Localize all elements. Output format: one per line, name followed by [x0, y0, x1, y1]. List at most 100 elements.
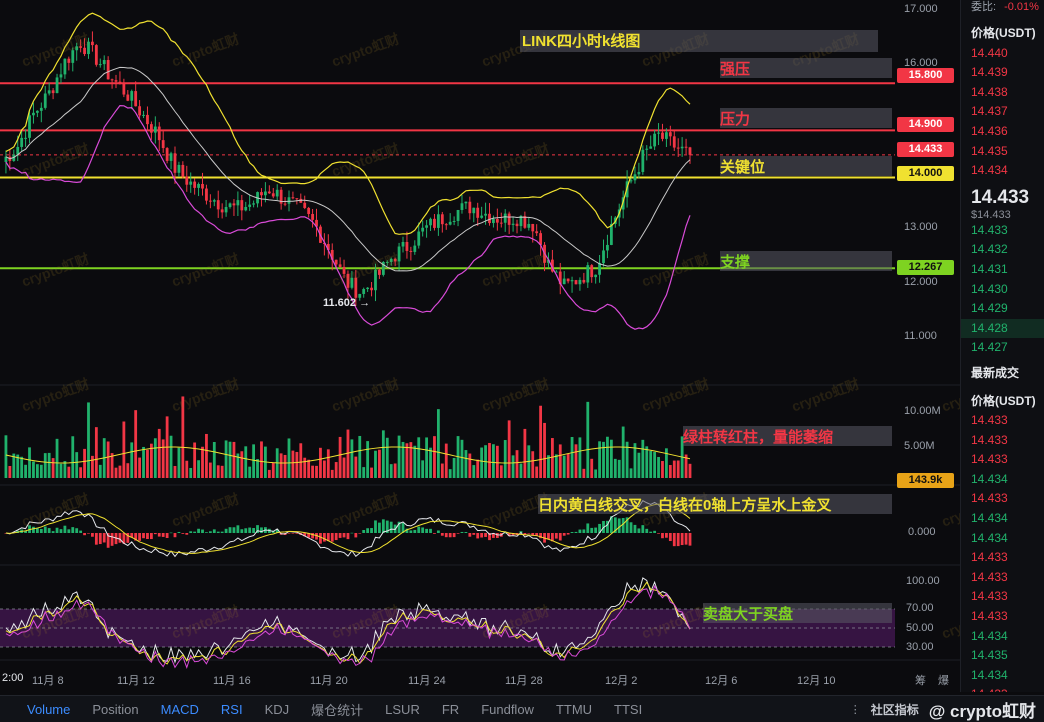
candle-body	[240, 200, 244, 211]
bid-row[interactable]: 14.431	[971, 261, 1008, 276]
indicator-tab-bar[interactable]: Volume Position MACD RSI KDJ 爆仓统计 LSUR FR Fundfl…	[0, 695, 1044, 722]
volume-bar	[480, 447, 484, 478]
tab-fr[interactable]: FR	[441, 701, 460, 717]
candle-body	[606, 244, 609, 251]
ask-row[interactable]: 14.435	[971, 143, 1008, 158]
candle-body	[578, 279, 582, 285]
volume-bar	[531, 451, 535, 478]
macd-histogram-bar	[244, 528, 248, 533]
low-marker: 11.602 →	[323, 297, 371, 309]
macd-histogram-bar	[51, 531, 55, 533]
volume-bar	[252, 444, 256, 478]
macd-histogram-bar	[161, 533, 165, 537]
volume-bar	[511, 455, 515, 478]
tab-fundflow[interactable]: Fundflow	[481, 701, 534, 717]
date-axis-label: 2:00	[2, 672, 24, 684]
volume-bar	[515, 450, 519, 478]
volume-bar	[676, 460, 680, 478]
tab-ttsi[interactable]: TTSI	[614, 701, 643, 717]
volume-bar	[688, 463, 692, 478]
bid-row[interactable]: 14.427	[971, 340, 1008, 355]
candle-body	[228, 203, 232, 208]
volume-bar	[330, 469, 334, 478]
strong-resistance-label: 强压	[720, 58, 892, 78]
tab-kdj[interactable]: KDJ	[264, 701, 290, 717]
candle-body	[452, 220, 456, 222]
ask-row[interactable]: 14.434	[971, 163, 1008, 178]
candle-body	[389, 258, 393, 262]
tab-volume[interactable]: Volume	[27, 701, 71, 717]
bid-row[interactable]: 14.430	[971, 281, 1008, 296]
candle-body	[645, 148, 649, 150]
volume-bar	[547, 455, 550, 478]
candle-body	[436, 214, 440, 228]
volume-bar	[613, 458, 617, 478]
volume-bar	[126, 463, 130, 478]
bid-row[interactable]: 14.433	[971, 222, 1008, 237]
ask-row[interactable]: 14.440	[971, 45, 1008, 60]
bid-row[interactable]: 14.428	[961, 318, 1044, 339]
volume-bar	[181, 396, 185, 478]
tab-macd[interactable]: MACD	[160, 701, 199, 717]
volume-bar	[346, 429, 350, 478]
volume-bar	[606, 436, 609, 478]
tab-rsi[interactable]: RSI	[220, 701, 243, 717]
chart-area[interactable]: crypto虹财 crypto虹财 crypto虹财 crypto虹财 crypto虹财…	[0, 0, 1011, 692]
trade-row: 14.433	[971, 589, 1008, 604]
volume-bar	[295, 451, 299, 478]
volume-bar	[55, 438, 59, 478]
candle-body	[649, 146, 653, 149]
tab-lsur[interactable]: LSUR	[385, 701, 420, 717]
candle-body	[279, 189, 283, 204]
community-indicators-link[interactable]: 社区指标	[870, 703, 919, 717]
macd-histogram-bar	[153, 533, 157, 535]
bid-row[interactable]: 14.432	[971, 242, 1008, 257]
volume-ma	[5, 446, 691, 464]
ask-row[interactable]: 14.438	[971, 84, 1008, 99]
candle-body	[244, 206, 248, 211]
candle-body	[370, 287, 373, 291]
candle-body	[531, 223, 535, 232]
trade-row: 14.433	[971, 550, 1008, 565]
macd-histogram-bar	[570, 532, 574, 533]
ask-row[interactable]: 14.437	[971, 104, 1008, 119]
volume-bar	[539, 405, 543, 478]
volume-axis-label: 5.00M	[904, 440, 935, 452]
macd-histogram-bar	[637, 528, 641, 533]
candle-body	[574, 280, 578, 285]
tab-爆仓统计[interactable]: 爆仓统计	[311, 702, 364, 718]
ask-list[interactable]: 14.440 14.439 14.438 14.437 14.436 14.435 14.4…	[961, 44, 1044, 181]
macd-histogram-bar	[409, 530, 413, 533]
candle-body	[47, 90, 51, 94]
volume-bar	[602, 441, 605, 478]
bid-list[interactable]: 14.433 14.432 14.431 14.430 14.429 14.428 14.4…	[961, 221, 1044, 358]
macd-histogram-bar	[240, 529, 244, 533]
chart-settings-icon[interactable]: ⋮	[849, 704, 861, 716]
tab-ttmu[interactable]: TTMU	[555, 701, 593, 717]
macd-histogram-bar	[55, 527, 59, 533]
tab-position[interactable]: Position	[92, 701, 139, 717]
kline-chart[interactable]	[0, 0, 960, 692]
bid-row[interactable]: 14.429	[971, 301, 1008, 316]
rsi-line-mid	[5, 581, 691, 665]
volume-bar	[71, 436, 75, 478]
macd-dif-line	[5, 499, 691, 558]
ask-row[interactable]: 14.439	[971, 65, 1008, 80]
volume-bar	[267, 469, 271, 478]
macd-histogram-bar	[307, 533, 311, 538]
candle-body	[378, 269, 381, 275]
candle-body	[220, 209, 224, 213]
candle-body	[181, 164, 185, 177]
candle-body	[134, 91, 138, 107]
order-book-panel[interactable]: 委比: -0.01% 价格(USDT) 14.440 14.439 14.438 14.…	[960, 0, 1044, 692]
candle-body	[680, 146, 684, 149]
last-price-block: 14.433 $14.433	[961, 187, 1044, 221]
volume-bar	[232, 441, 236, 478]
volume-bar	[582, 468, 586, 478]
ask-row[interactable]: 14.436	[971, 123, 1008, 138]
candle-body	[641, 149, 645, 172]
candle-body	[118, 81, 122, 84]
candle-body	[539, 233, 543, 245]
candle-body	[476, 207, 480, 218]
macd-histogram-bar	[452, 533, 456, 538]
